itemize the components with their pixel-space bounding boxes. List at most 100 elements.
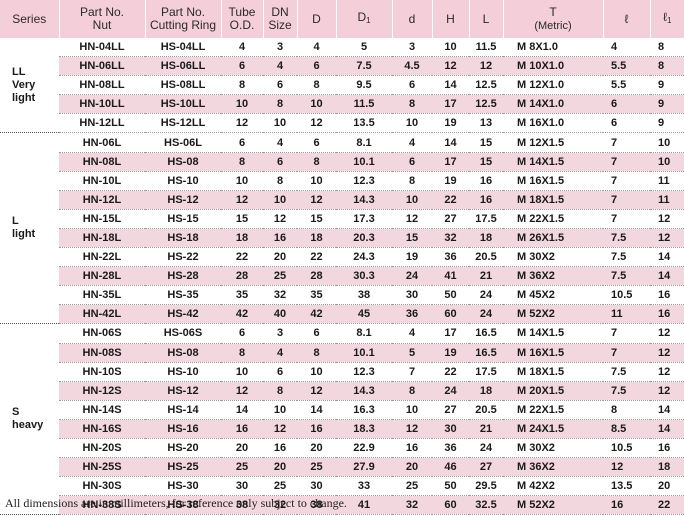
cell-part-no-nut: HN-04LL (59, 38, 145, 58)
cell-d-upper: 10 (297, 362, 336, 382)
cell-dn-size: 3 (263, 323, 297, 344)
cell-part-no-cutting-ring: HS-35 (145, 285, 221, 306)
cell-ell1: 10 (650, 152, 684, 172)
header-ell1: ℓ1 (649, 0, 684, 38)
cell-d-lower: 12 (392, 419, 432, 439)
cell-d1: 5 (336, 38, 392, 58)
cell-l: 20.5 (469, 400, 503, 420)
cell-tube-od: 6 (221, 132, 263, 153)
cell-d-lower: 6 (392, 152, 432, 172)
cell-d1: 33 (336, 476, 392, 497)
cell-h: 19 (432, 343, 469, 363)
series-label-line: light (12, 91, 36, 104)
cell-tube-od: 42 (221, 304, 263, 325)
cell-ell: 5.5 (603, 75, 650, 96)
cell-d1: 27.9 (336, 457, 392, 478)
cell-dn-size: 4 (263, 132, 297, 153)
cell-d-lower: 8 (392, 94, 432, 115)
table-row: HN-28L HS-28 28 25 28 30.3 24 41 21 M 36X2 7.5 14 (0, 266, 684, 287)
cell-d-lower: 30 (392, 285, 432, 306)
cell-d1: 20.3 (336, 228, 392, 249)
cell-tube-od: 10 (221, 94, 263, 115)
cell-d-upper: 8 (297, 75, 336, 96)
cell-t-metric: M 16X1.0 (503, 113, 603, 134)
cell-d-lower: 5 (392, 343, 432, 363)
cell-d1: 7.5 (336, 56, 392, 77)
cell-part-no-cutting-ring: HS-12LL (145, 113, 221, 134)
header-l: L (468, 0, 503, 38)
cell-ell: 12 (603, 457, 650, 478)
cell-part-no-cutting-ring: HS-08 (145, 152, 221, 172)
cell-h: 27 (432, 400, 469, 420)
cell-part-no-cutting-ring: HS-06LL (145, 56, 221, 77)
cell-ell1: 11 (650, 171, 684, 191)
cell-part-no-cutting-ring: HS-42 (145, 304, 221, 325)
table-row: LL Very light HN-04LL HS-04LL 4 3 4 5 3 10 11.5 M 8X… (0, 38, 684, 134)
cell-part-no-cutting-ring: HS-12 (145, 381, 221, 401)
cell-part-no-cutting-ring: HS-14 (145, 400, 221, 420)
cell-l: 27 (469, 457, 503, 478)
cell-part-no-cutting-ring: HS-18 (145, 228, 221, 249)
cell-part-no-nut: HN-10S (59, 362, 145, 382)
table-row: HN-08L HS-08 8 6 8 10.1 6 17 15 M 14X1.5 7 10 (0, 152, 684, 172)
cell-d-lower: 8 (392, 381, 432, 401)
cell-part-no-nut: HN-25S (59, 457, 145, 478)
cell-ell1: 14 (650, 400, 684, 420)
cell-ell: 7.5 (603, 266, 650, 287)
cell-tube-od: 12 (221, 381, 263, 401)
cell-d1: 41 (336, 495, 392, 516)
cell-part-no-cutting-ring: HS-12 (145, 190, 221, 210)
cell-t-metric: M 52X2 (503, 495, 603, 516)
table-row: HN-10L HS-10 10 8 10 12.3 8 19 16 M 16X1.5 7 11 (0, 171, 684, 191)
cell-l: 12.5 (469, 94, 503, 115)
cell-tube-od: 8 (221, 343, 263, 363)
cell-ell1: 12 (650, 343, 684, 363)
cell-l: 15 (469, 152, 503, 172)
cell-d-upper: 10 (297, 94, 336, 115)
table-row: HN-42L HS-42 42 40 42 45 36 60 24 M 52X2 11 16 (0, 304, 684, 325)
cell-t-metric: M 14X1.5 (503, 323, 603, 344)
cell-d-lower: 10 (392, 190, 432, 210)
cell-dn-size: 6 (263, 152, 297, 172)
cell-t-metric: M 12X1.5 (503, 132, 603, 153)
cell-h: 14 (432, 132, 469, 153)
cell-tube-od: 10 (221, 171, 263, 191)
cell-part-no-cutting-ring: HS-38 (145, 495, 221, 516)
cell-part-no-nut: HN-18L (59, 228, 145, 249)
cell-part-no-cutting-ring: HS-25 (145, 457, 221, 478)
cell-h: 50 (432, 285, 469, 306)
cell-ell1: 11 (650, 190, 684, 210)
cell-dn-size: 8 (263, 381, 297, 401)
cell-l: 20.5 (469, 247, 503, 268)
cell-d-upper: 16 (297, 419, 336, 439)
cell-d1: 14.3 (336, 190, 392, 210)
cell-ell: 7.5 (603, 247, 650, 268)
cell-ell1: 14 (650, 419, 684, 439)
cell-dn-size: 25 (263, 266, 297, 287)
table-row: HN-20S HS-20 20 16 20 22.9 16 36 24 M 30X2 10.5 16 (0, 438, 684, 459)
cell-t-metric: M 30X2 (503, 247, 603, 268)
cell-t-metric: M 26X1.5 (503, 228, 603, 249)
cell-dn-size: 32 (263, 495, 297, 516)
cell-d1: 16.3 (336, 400, 392, 420)
cell-part-no-nut: HN-06L (59, 132, 145, 153)
cell-ell1: 10 (650, 132, 684, 153)
cell-part-no-nut: HN-28L (59, 266, 145, 287)
table-row: HN-25S HS-25 25 20 25 27.9 20 46 27 M 36X2 12 18 (0, 457, 684, 478)
cell-d-lower: 25 (392, 476, 432, 497)
cell-h: 36 (432, 438, 469, 459)
cell-part-no-cutting-ring: HS-08 (145, 343, 221, 363)
cell-t-metric: M 14X1.5 (503, 152, 603, 172)
cell-d1: 8.1 (336, 132, 392, 153)
cell-tube-od: 35 (221, 285, 263, 306)
cell-ell1: 8 (650, 56, 684, 77)
cell-l: 18 (469, 228, 503, 249)
cell-d-upper: 8 (297, 152, 336, 172)
cell-d-lower: 4.5 (392, 56, 432, 77)
cell-h: 36 (432, 247, 469, 268)
cell-d1: 18.3 (336, 419, 392, 439)
table-row: HN-30S HS-30 30 25 30 33 25 50 29.5 M 42X2 13.5 20 (0, 476, 684, 497)
cell-d-lower: 20 (392, 457, 432, 478)
series-label-line: S (12, 406, 20, 419)
